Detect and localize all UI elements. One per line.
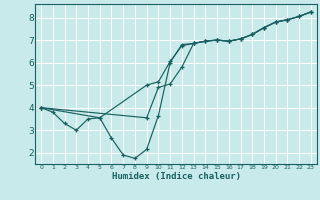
X-axis label: Humidex (Indice chaleur): Humidex (Indice chaleur) — [111, 172, 241, 181]
